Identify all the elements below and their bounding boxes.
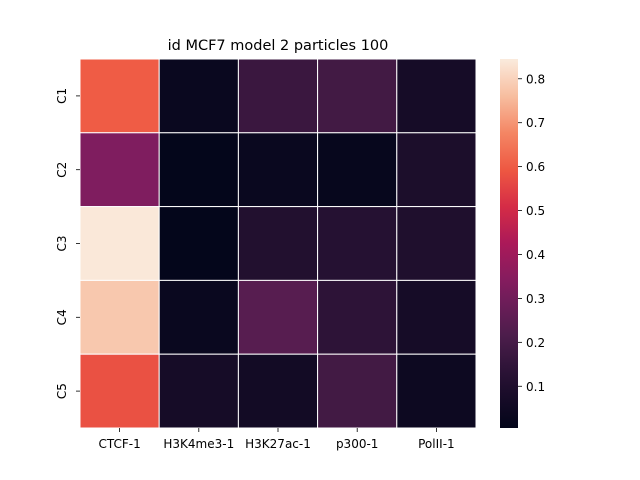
colorbar-tick-label: 0.3 xyxy=(526,292,545,306)
y-axis-ticks: C1 C2 C3 C4 C5 xyxy=(55,88,80,399)
heatmap-cell-C4-CTCF-1 xyxy=(79,279,160,355)
heatmap-cell-C5-PolII-1 xyxy=(396,353,477,429)
heatmap-cell-C3-PolII-1 xyxy=(396,206,477,281)
heatmap-cell-C5-H3K27ac-1 xyxy=(237,353,319,429)
heatmap-cell-C2-H3K27ac-1 xyxy=(237,132,319,208)
heatmap-cell-C1-H3K27ac-1 xyxy=(237,58,319,134)
heatmap-cell-C4-p300-1 xyxy=(317,279,398,355)
colorbar-tick-label: 0.1 xyxy=(526,380,545,394)
heatmap-cell-C5-p300-1 xyxy=(317,353,398,429)
heatmap-cell-C1-H3K4me3-1 xyxy=(158,58,239,134)
heatmap-cell-C2-H3K4me3-1 xyxy=(158,132,239,208)
x-tick-label: PolII-1 xyxy=(418,437,455,451)
heatmap-cell-C2-CTCF-1 xyxy=(79,132,160,208)
x-tick-label: CTCF-1 xyxy=(98,437,140,451)
heatmap-cell-C3-H3K4me3-1 xyxy=(158,206,239,281)
colorbar-tick-label: 0.6 xyxy=(526,160,545,174)
x-tick-label: p300-1 xyxy=(336,437,379,451)
heatmap-cell-C5-CTCF-1 xyxy=(79,353,160,429)
y-tick-label: C3 xyxy=(55,235,69,251)
heatmap-cell-C2-PolII-1 xyxy=(396,132,477,208)
heatmap-cell-C3-p300-1 xyxy=(317,206,398,281)
heatmap-cell-C1-PolII-1 xyxy=(396,58,477,134)
heatmap-cell-C3-CTCF-1 xyxy=(79,206,160,281)
colorbar-tick-label: 0.5 xyxy=(526,204,545,218)
y-tick-label: C5 xyxy=(55,383,69,399)
heatmap-cell-C3-H3K27ac-1 xyxy=(237,206,319,281)
colorbar-tick-label: 0.7 xyxy=(526,116,545,130)
colorbar-tick-label: 0.8 xyxy=(526,72,545,86)
heatmap-cell-C4-H3K4me3-1 xyxy=(158,279,239,355)
heatmap-cell-C5-H3K4me3-1 xyxy=(158,353,239,429)
heatmap-cell-C4-PolII-1 xyxy=(396,279,477,355)
heatmap-cells xyxy=(79,58,477,429)
x-tick-label: H3K4me3-1 xyxy=(163,437,234,451)
y-tick-label: C1 xyxy=(55,88,69,104)
heatmap-cell-C1-p300-1 xyxy=(317,58,398,134)
colorbar: 0.1 0.2 0.3 0.4 0.5 0.6 0.7 0.8 xyxy=(500,59,545,428)
colorbar-tick-label: 0.4 xyxy=(526,248,545,262)
colorbar-gradient xyxy=(500,59,518,428)
heatmap-cell-C2-p300-1 xyxy=(317,132,398,208)
colorbar-tick-label: 0.2 xyxy=(526,336,545,350)
x-axis-ticks: CTCF-1 H3K4me3-1 H3K27ac-1 p300-1 PolII-1 xyxy=(98,428,455,451)
chart-title: id MCF7 model 2 particles 100 xyxy=(168,38,389,54)
y-tick-label: C2 xyxy=(55,162,69,178)
heatmap-cell-C1-CTCF-1 xyxy=(79,58,160,134)
y-tick-label: C4 xyxy=(55,309,69,325)
x-tick-label: H3K27ac-1 xyxy=(245,437,311,451)
heatmap-cell-C4-H3K27ac-1 xyxy=(237,279,319,355)
